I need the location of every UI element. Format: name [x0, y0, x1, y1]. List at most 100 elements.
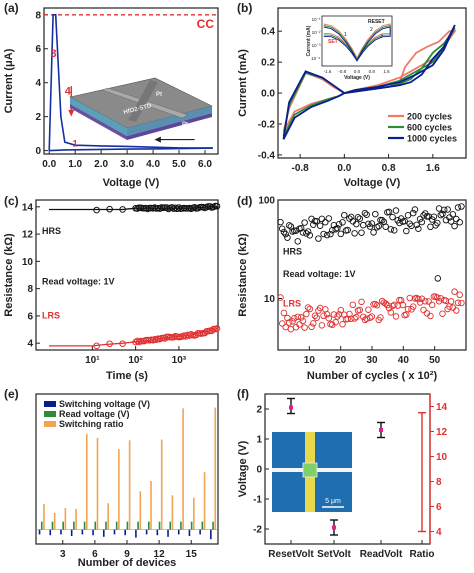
- panel-d-series-0-point-105: [458, 203, 465, 210]
- panel-d-series-0-point-93: [437, 211, 445, 219]
- panel-d-series-0-point-15: [303, 230, 310, 237]
- panel-a-ytick-label-4: 8: [35, 10, 41, 21]
- panel-e-bar-s2-d7: [107, 503, 109, 530]
- panel-e-bar-s2-d11: [150, 480, 152, 530]
- panel-b-ytick-label-4: 0.4: [261, 27, 275, 38]
- panel-d-series-0-point-82: [418, 218, 426, 226]
- panel-b-inset-reset: RESET: [368, 19, 385, 25]
- panel-d-hrs-label: HRS: [283, 246, 302, 256]
- panel-d-series-1-point-47: [358, 298, 365, 306]
- panel-e-bar-s1-d17: [212, 521, 214, 530]
- panel-e-bar-s1-d16: [201, 521, 204, 530]
- panel-d-series-1-point-11: [296, 321, 303, 328]
- panel-f-label: (f): [237, 387, 249, 401]
- panel-d-series-0-point-19: [310, 221, 317, 228]
- panel-e-bar-s0-d1: [38, 529, 41, 535]
- panel-d-series-1-point-33: [334, 313, 341, 320]
- panel-d-series-0-point-54: [370, 229, 377, 236]
- panel-a-arrow-down-head: [68, 109, 75, 117]
- panel-d-series-0-point-32: [332, 225, 339, 233]
- panel-f-y2tick-label-0: 4: [436, 527, 442, 538]
- panel-d-series-1-point-7: [289, 318, 296, 325]
- panel-d-series-1-point-77: [409, 303, 417, 310]
- panel-d-label: (d): [237, 194, 252, 208]
- panel-d-series-1-point-19: [310, 320, 317, 327]
- panel-d-series-0-point-72: [401, 217, 408, 225]
- panel-e-label: (e): [4, 387, 19, 401]
- panel-d-series-1-point-64: [387, 309, 395, 316]
- panel-d-series-1-point-71: [399, 301, 407, 309]
- panel-d-series-0-point-23: [316, 222, 324, 229]
- panel-b: -0.8 0.0 0.8 1.6 -0.4 -0.2 0.0 0.2 0.4 Voltage (V…: [237, 7, 467, 189]
- panel-e-bar-s0-d5: [81, 529, 84, 535]
- panel-f-mean-marker-2: [379, 428, 383, 432]
- panel-d-series-0-point-37: [341, 211, 348, 219]
- panel-f-ytick-label-4: 2: [256, 405, 262, 416]
- panel-d-xtick-label-0: 10: [304, 355, 316, 366]
- panel-d-series-0-point-67: [392, 207, 400, 214]
- panel-d-series-1-point-103: [454, 299, 462, 307]
- panel-d-series-0-point-47: [358, 229, 365, 236]
- panel-d-series-1-point-94: [439, 310, 446, 317]
- panel-e-bar-s0-d9: [124, 529, 126, 536]
- panel-d-series-1-point-100: [449, 304, 457, 311]
- panel-d-series-1-point-105: [458, 299, 465, 307]
- panel-b-inset-ytick-2: 10⁻³: [312, 43, 321, 48]
- panel-f-mean-marker-0: [289, 405, 293, 410]
- panel-d-series-0-point-4: [284, 234, 291, 241]
- panel-d-outlier-point: [434, 275, 442, 282]
- panel-e-xlabel: Number of devices: [78, 557, 176, 569]
- panel-b-legend-label-2: 1000 cycles: [407, 134, 457, 144]
- panel-a-inset-label-bottom: Pt: [182, 122, 188, 128]
- panel-e-bar-s1-d7: [105, 521, 107, 530]
- panel-b-inset-xtick-4: 1.6: [383, 69, 390, 74]
- panel-d-series-1-point-55: [372, 300, 379, 308]
- panel-d-ylabel: Resistance (kΩ): [237, 233, 249, 317]
- panel-d-series-1-point-0: [277, 294, 284, 301]
- panel-d-series-1-point-14: [301, 324, 308, 331]
- panel-d-series-0-point-56: [373, 224, 381, 231]
- panel-e-bar-s1-d12: [158, 521, 161, 530]
- panel-f-mean-marker-1: [332, 525, 336, 530]
- panel-e-xtick-label-3: 12: [154, 549, 166, 560]
- panel-b-xtick-label-1: 0.0: [337, 163, 351, 174]
- panel-e-bar-s2-d8: [118, 449, 120, 530]
- panel-a: 0.0 1.0 2.0 3.0 4.0 5.0 6.0 0 2 4 6 8 Voltage (V) Cur…: [3, 7, 219, 189]
- panel-d-series-1-point-46: [356, 306, 364, 314]
- panel-e-bar-s1-d3: [62, 521, 64, 530]
- panel-d-series-0-point-39: [344, 226, 351, 234]
- panel-e-bar-s1-d6: [94, 521, 97, 530]
- panel-a-ytick-label-0: 0: [35, 146, 41, 157]
- panel-d-series-1-point-12: [297, 314, 305, 321]
- panel-d-series-0-point-43: [351, 230, 358, 237]
- panel-f-ytick-label-2: 0: [256, 465, 262, 476]
- panel-d-series-0-point-100: [449, 211, 457, 218]
- panel-a-xtick-label-6: 6.0: [198, 159, 212, 170]
- panel-d-series-1-point-42: [349, 301, 357, 309]
- panel-b-inset-curve-2: [323, 26, 391, 63]
- panel-d-series-0-point-5: [285, 222, 293, 229]
- panel-b-inset-xtick-3: 0.8: [369, 69, 376, 74]
- panel-d-series-1-point-10: [294, 313, 301, 321]
- panel-c-xtick-label-0: 10¹: [85, 355, 100, 366]
- panel-d-series-0-point-94: [439, 210, 446, 218]
- panel-d-series-1-point-5: [285, 319, 293, 326]
- panel-c-lrs-label: LRS: [42, 311, 60, 321]
- panel-d-series-0-point-66: [390, 227, 398, 234]
- panel-a-inset-layer-purple: [70, 104, 127, 140]
- panel-d-series-1-point-84: [422, 298, 429, 305]
- panel-e-legend-label-0: Switching voltage (V): [59, 399, 150, 409]
- panel-d-series-1-point-2: [280, 309, 288, 317]
- panel-d-series-1-point-63: [385, 304, 393, 312]
- panel-d-xtick-label-3: 40: [398, 355, 410, 366]
- panel-f-ytick-label-1: -1: [253, 495, 262, 506]
- panel-c-series-1-point-50: [213, 325, 221, 332]
- panel-e-bar-s0-d12: [156, 529, 159, 536]
- panel-d-series-1-point-21: [313, 314, 320, 321]
- panel-b-label: (b): [237, 1, 252, 15]
- panel-d-series-1-point-74: [404, 305, 412, 313]
- panel-e-bar-s1-d11: [148, 521, 150, 530]
- panel-d-series-0-point-61: [382, 223, 389, 230]
- panel-e-bar-s2-d3: [64, 508, 67, 530]
